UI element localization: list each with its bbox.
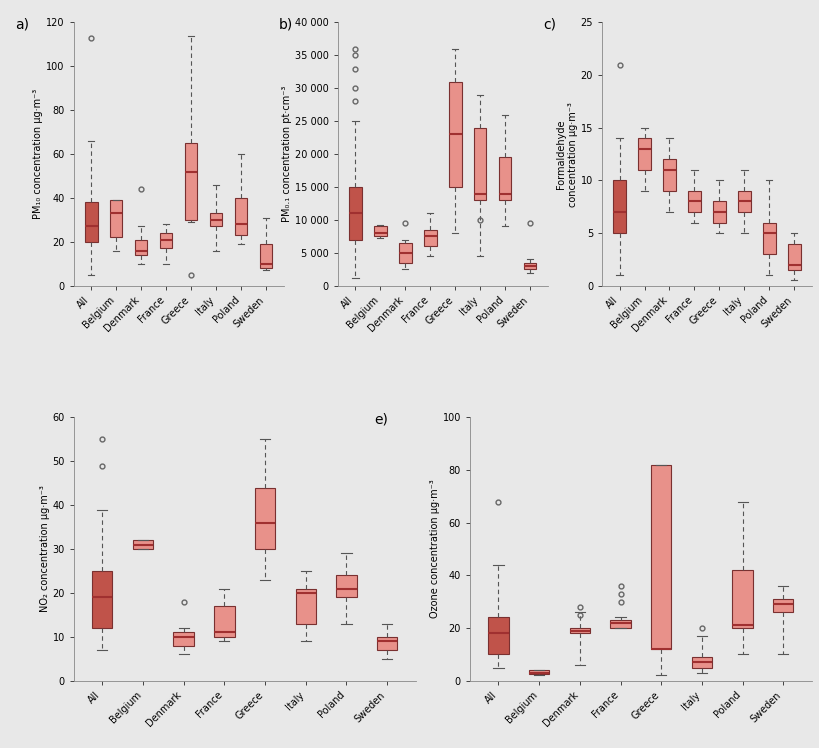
PathPatch shape <box>349 187 361 239</box>
PathPatch shape <box>377 637 397 650</box>
PathPatch shape <box>110 200 122 237</box>
Y-axis label: PM₁₀ concentration µg·m⁻³: PM₁₀ concentration µg·m⁻³ <box>34 89 43 219</box>
PathPatch shape <box>787 244 799 270</box>
Y-axis label: NO₂ concentration µg·m⁻³: NO₂ concentration µg·m⁻³ <box>39 485 50 613</box>
PathPatch shape <box>731 570 752 628</box>
PathPatch shape <box>255 488 275 549</box>
Y-axis label: Ozone concentration µg·m⁻³: Ozone concentration µg·m⁻³ <box>429 479 439 619</box>
PathPatch shape <box>92 571 112 628</box>
PathPatch shape <box>336 575 356 598</box>
PathPatch shape <box>687 191 699 212</box>
PathPatch shape <box>772 599 793 612</box>
PathPatch shape <box>295 589 315 624</box>
PathPatch shape <box>174 632 193 646</box>
PathPatch shape <box>637 138 650 170</box>
PathPatch shape <box>609 620 630 628</box>
PathPatch shape <box>135 239 147 255</box>
Text: a): a) <box>15 17 29 31</box>
PathPatch shape <box>762 223 775 254</box>
PathPatch shape <box>423 230 436 246</box>
Y-axis label: PM₀.₁ concentration pt·cm⁻³: PM₀.₁ concentration pt·cm⁻³ <box>282 86 292 222</box>
PathPatch shape <box>528 670 549 674</box>
PathPatch shape <box>613 180 625 233</box>
Y-axis label: Formaldehyde
concentration µg·m⁻³: Formaldehyde concentration µg·m⁻³ <box>555 102 577 206</box>
Text: b): b) <box>278 17 293 31</box>
PathPatch shape <box>133 540 153 549</box>
PathPatch shape <box>260 244 272 269</box>
PathPatch shape <box>737 191 749 212</box>
PathPatch shape <box>473 128 486 200</box>
PathPatch shape <box>373 227 386 236</box>
PathPatch shape <box>663 159 675 191</box>
Text: e): e) <box>373 412 387 426</box>
PathPatch shape <box>160 233 172 248</box>
PathPatch shape <box>713 201 725 223</box>
PathPatch shape <box>185 143 197 220</box>
Text: c): c) <box>543 17 555 31</box>
PathPatch shape <box>85 203 97 242</box>
PathPatch shape <box>234 198 247 236</box>
PathPatch shape <box>650 465 671 649</box>
PathPatch shape <box>569 628 590 634</box>
PathPatch shape <box>691 657 711 667</box>
PathPatch shape <box>214 606 234 637</box>
PathPatch shape <box>210 213 222 227</box>
PathPatch shape <box>487 618 508 654</box>
PathPatch shape <box>499 157 511 200</box>
PathPatch shape <box>523 263 536 269</box>
PathPatch shape <box>449 82 461 187</box>
PathPatch shape <box>399 243 411 263</box>
